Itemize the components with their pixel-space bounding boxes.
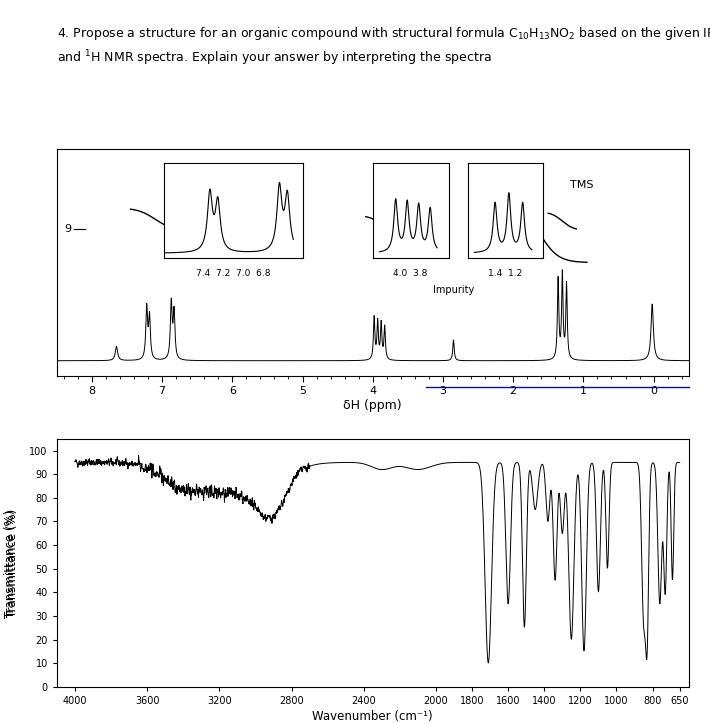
Text: Impurity: Impurity (433, 285, 474, 295)
Text: Transmittance (%): Transmittance (%) (4, 510, 17, 618)
Y-axis label: Transmittance (%): Transmittance (%) (0, 722, 1, 723)
Text: Transmittance (%): Transmittance (%) (6, 509, 19, 617)
X-axis label: Wavenumber (cm⁻¹): Wavenumber (cm⁻¹) (312, 710, 433, 723)
X-axis label: δH (ppm): δH (ppm) (344, 399, 402, 412)
Text: TMS: TMS (570, 180, 594, 190)
Text: 9: 9 (64, 223, 71, 234)
Text: 4. Propose a structure for an organic compound with structural formula C$_{10}$H: 4. Propose a structure for an organic co… (57, 25, 710, 69)
